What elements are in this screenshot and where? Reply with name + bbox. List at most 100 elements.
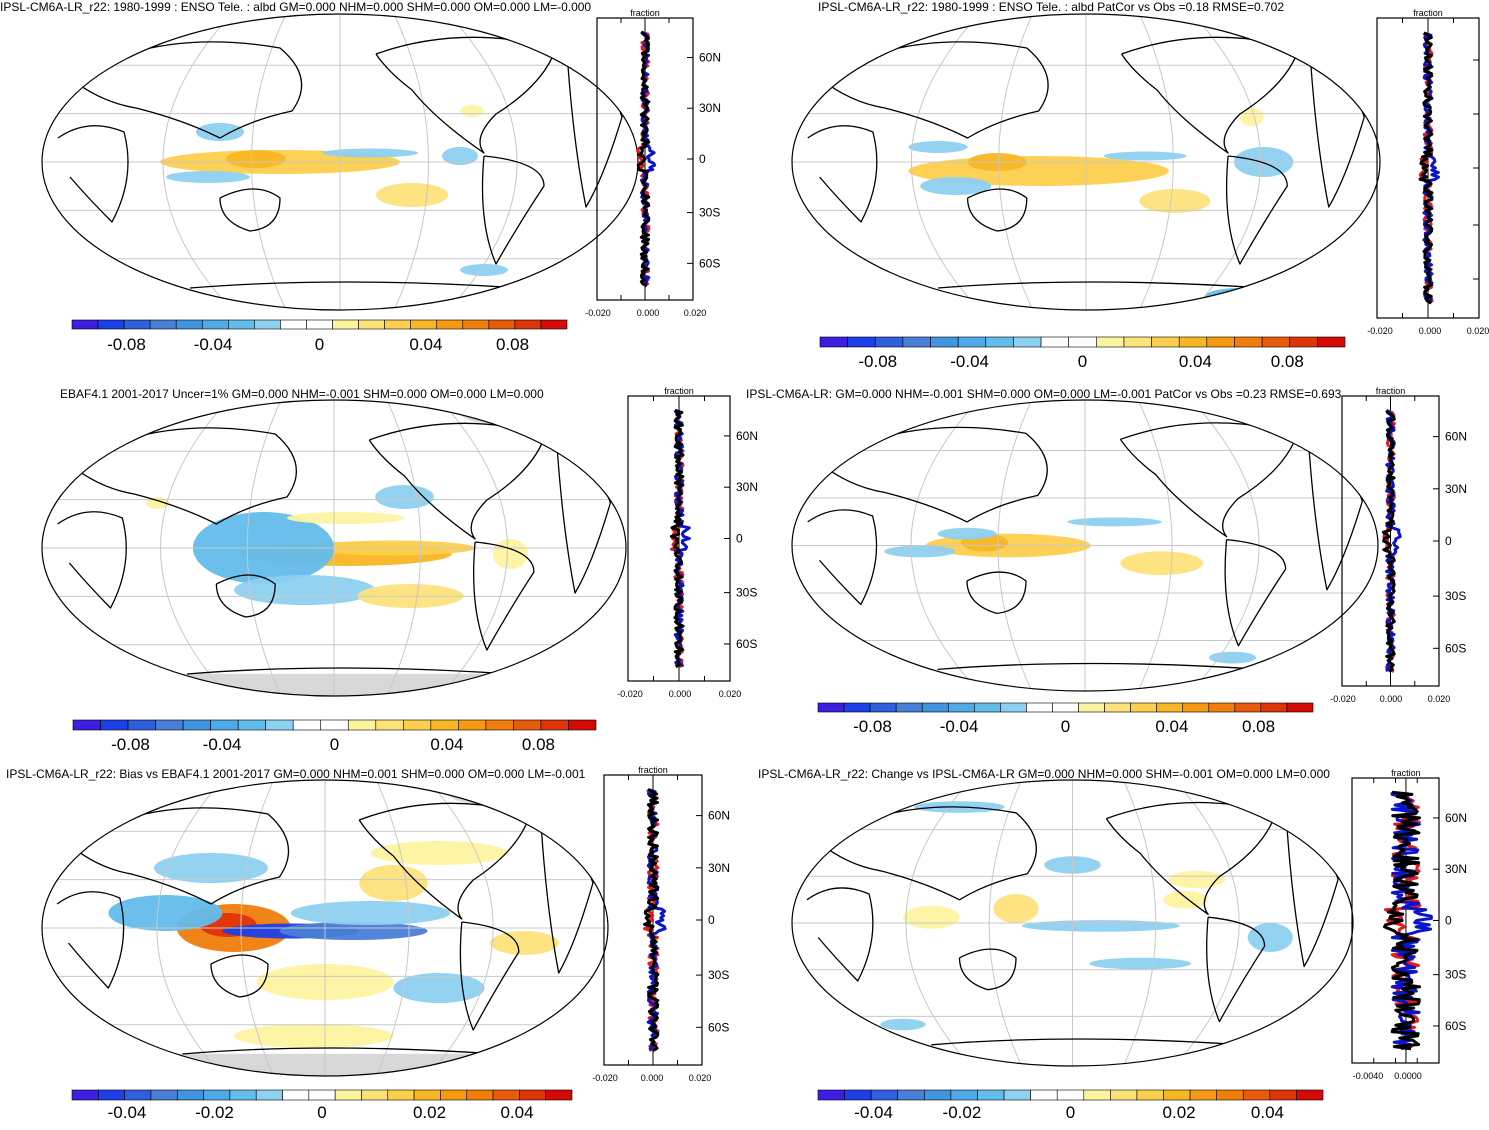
anomaly-patch xyxy=(442,147,478,165)
colorbar-bin xyxy=(403,719,432,731)
colorbar-bin xyxy=(924,1089,952,1101)
anomaly-patch xyxy=(166,171,250,183)
anomaly-patch xyxy=(1239,108,1264,126)
profile-xtick-label: -0.020 xyxy=(1330,694,1356,704)
lat-label: 0 xyxy=(699,152,706,166)
coastline xyxy=(1224,538,1287,647)
anomaly-patch xyxy=(1089,957,1192,970)
coastline xyxy=(1310,65,1365,208)
colorbar-bin xyxy=(974,702,1001,713)
colorbar-bin xyxy=(1000,702,1027,713)
colorbar-bin xyxy=(1163,1089,1191,1101)
anomaly-patch xyxy=(154,853,268,883)
colorbar-bin xyxy=(1130,702,1157,713)
anomaly-patch xyxy=(279,922,428,940)
colorbar-bin xyxy=(1104,702,1131,713)
anomaly-patch xyxy=(393,973,485,1003)
colorbar-bin xyxy=(203,1089,231,1101)
coastline xyxy=(958,948,1017,991)
colorbar-bin xyxy=(410,319,438,330)
lat-label: 60N xyxy=(1445,811,1467,825)
anomaly-patch xyxy=(490,931,559,955)
profile-title: fraction xyxy=(630,8,660,18)
lat-label: 60N xyxy=(736,429,758,443)
coastline xyxy=(473,541,535,651)
colorbar-bin xyxy=(1123,336,1152,348)
colorbar-bin xyxy=(1269,1089,1297,1101)
colorbar-bin xyxy=(458,719,487,731)
colorbar-label: -0.04 xyxy=(203,735,242,754)
panel-title-p5: IPSL-CM6A-LR_r22: Bias vs EBAF4.1 2001-2… xyxy=(6,767,586,781)
colorbar-bin xyxy=(229,1089,257,1101)
coastline xyxy=(68,427,297,525)
colorbar-bin xyxy=(817,702,845,713)
anomaly-patch xyxy=(1103,151,1187,161)
zonal-profile-p3: fraction 60N 30N 0 30S 60S -0.020 0.000 0.020 xyxy=(617,386,758,699)
colorbar-bin xyxy=(819,336,848,348)
lat-label: 60N xyxy=(708,809,730,823)
coastline xyxy=(375,36,557,154)
profile-xtick-label: 0.020 xyxy=(1467,326,1489,336)
coastline xyxy=(966,571,1027,614)
colorbar-bin xyxy=(440,1089,468,1101)
colorbar-bin xyxy=(1068,336,1097,348)
profile-xtick-label: -0.020 xyxy=(585,308,611,318)
coastline xyxy=(210,954,269,998)
colorbar-bin xyxy=(282,1089,310,1101)
colorbar-label: 0 xyxy=(1078,352,1087,371)
coastline xyxy=(68,807,290,905)
map-p2 xyxy=(791,13,1381,311)
colorbar-label: -0.04 xyxy=(950,352,989,371)
colorbar-bin xyxy=(1289,336,1318,348)
colorbar-label: -0.08 xyxy=(858,352,897,371)
colorbar-bin xyxy=(466,1089,494,1101)
zonal-profile-p6: fraction 60N 30N 0 30S 60S -0.0040 0.0000 xyxy=(1351,768,1467,1081)
colorbar-bin xyxy=(1286,702,1314,713)
coastline xyxy=(1105,801,1277,915)
colorbar-bin xyxy=(1189,1089,1217,1101)
coastline xyxy=(182,1047,497,1055)
lat-label: 30S xyxy=(736,586,757,600)
colorbar-bin xyxy=(413,1089,441,1101)
colorbar-bin xyxy=(540,319,568,330)
map-border xyxy=(791,779,1354,1067)
colorbar-bin xyxy=(513,719,542,731)
lat-label: 30S xyxy=(708,968,729,982)
coastline xyxy=(368,422,547,540)
colorbar-bin xyxy=(98,1089,125,1101)
coastline xyxy=(937,662,1263,671)
map-border xyxy=(41,779,609,1077)
colorbar-bin xyxy=(568,719,597,731)
colorbar-bin xyxy=(1234,336,1263,348)
colorbar-label: 0.08 xyxy=(1242,717,1275,736)
coastline xyxy=(807,509,878,606)
profile-xtick-label: 0.000 xyxy=(637,308,660,318)
lat-label: 30N xyxy=(736,480,758,494)
colorbar-label: 0.04 xyxy=(1251,1103,1284,1122)
colorbar-label: 0.08 xyxy=(496,335,529,354)
lat-label: 60S xyxy=(736,637,757,651)
coastline xyxy=(937,281,1264,289)
anomaly-patch xyxy=(370,841,508,865)
anomaly-patch xyxy=(234,575,376,605)
colorbar-bin xyxy=(237,719,266,731)
meridian-line xyxy=(998,14,1034,310)
coastline xyxy=(806,887,874,982)
colorbar-bin xyxy=(123,319,151,330)
colorbar-bin xyxy=(182,719,211,731)
zonal-profile-p2: fraction -0.020 0.000 0.020 xyxy=(1367,8,1489,336)
colorbar-bin xyxy=(1110,1089,1138,1101)
map-border xyxy=(41,399,627,697)
profile-title: fraction xyxy=(638,765,668,775)
colorbar-bin xyxy=(1136,1089,1164,1101)
coastline xyxy=(1120,36,1300,154)
colorbar-p3: -0.08 -0.04 0 0.04 0.08 xyxy=(72,719,597,754)
anomaly-patch xyxy=(903,905,960,929)
anomaly-patch xyxy=(880,1018,926,1031)
panel-title-p2: IPSL-CM6A-LR_r22: 1980-1999 : ENSO Tele.… xyxy=(818,0,1285,14)
colorbar-bin xyxy=(175,319,203,330)
colorbar-bin xyxy=(1216,1089,1244,1101)
colorbar-bin xyxy=(1156,702,1184,713)
panel-title-p4: IPSL-CM6A-LR: GM=0.000 NHM=-0.001 SHM=0.… xyxy=(746,387,1342,401)
profile-title: fraction xyxy=(1376,386,1406,396)
